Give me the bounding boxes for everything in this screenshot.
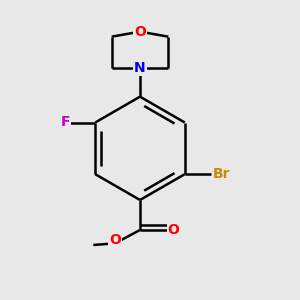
Text: Br: Br [213,167,230,181]
Text: O: O [109,233,121,247]
Text: O: O [134,25,146,39]
Text: O: O [167,223,179,237]
Text: N: N [134,61,146,75]
Text: F: F [61,116,70,130]
